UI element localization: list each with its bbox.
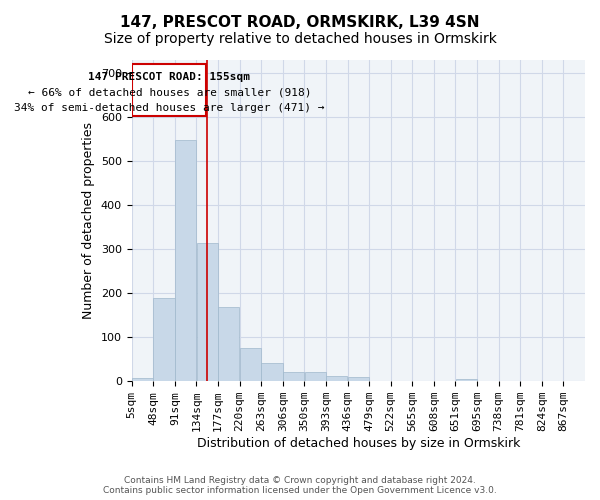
Text: ← 66% of detached houses are smaller (918): ← 66% of detached houses are smaller (91… <box>28 88 311 98</box>
Bar <box>132 378 153 381</box>
Bar <box>305 372 326 381</box>
Text: Contains HM Land Registry data © Crown copyright and database right 2024.
Contai: Contains HM Land Registry data © Crown c… <box>103 476 497 495</box>
Bar <box>283 372 304 381</box>
Bar <box>197 242 218 381</box>
Text: 34% of semi-detached houses are larger (471) →: 34% of semi-detached houses are larger (… <box>14 104 325 114</box>
Text: 147, PRESCOT ROAD, ORMSKIRK, L39 4SN: 147, PRESCOT ROAD, ORMSKIRK, L39 4SN <box>120 15 480 30</box>
Bar <box>348 377 369 381</box>
Bar <box>175 140 196 381</box>
Bar <box>455 379 477 381</box>
FancyBboxPatch shape <box>132 64 206 116</box>
Text: 147 PRESCOT ROAD: 155sqm: 147 PRESCOT ROAD: 155sqm <box>88 72 250 82</box>
Bar <box>326 376 347 381</box>
Bar <box>240 348 261 381</box>
Bar <box>218 308 239 381</box>
Y-axis label: Number of detached properties: Number of detached properties <box>82 122 95 319</box>
X-axis label: Distribution of detached houses by size in Ormskirk: Distribution of detached houses by size … <box>197 437 520 450</box>
Bar <box>262 362 283 381</box>
Text: Size of property relative to detached houses in Ormskirk: Size of property relative to detached ho… <box>104 32 496 46</box>
Bar <box>154 298 175 381</box>
